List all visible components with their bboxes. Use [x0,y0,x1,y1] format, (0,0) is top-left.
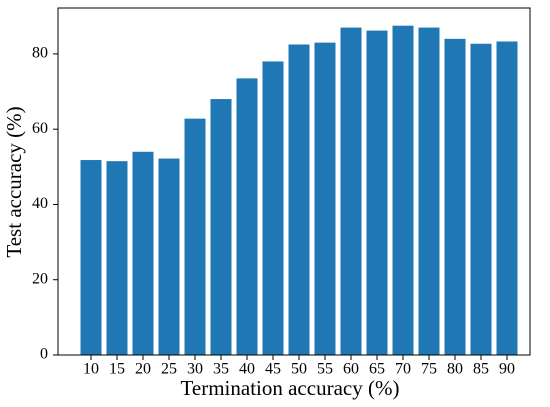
x-tick-label: 45 [265,361,281,378]
x-tick-label: 90 [499,361,515,378]
bar [210,99,232,355]
bar [106,161,128,355]
bar [340,27,362,356]
x-tick-label: 50 [291,361,307,378]
x-tick-label: 20 [135,361,151,378]
x-tick-label: 75 [421,361,437,378]
bar [236,78,258,355]
bar [132,151,154,355]
x-tick-label: 15 [109,361,125,378]
y-axis-label: Test accuracy (%) [2,106,26,257]
bar [444,38,466,355]
bar [262,61,284,356]
x-tick-label: 80 [447,361,463,378]
bar [80,160,102,355]
x-tick-label: 30 [187,361,203,378]
x-tick-label: 10 [83,361,99,378]
bar [366,30,388,355]
x-tick-label: 35 [213,361,229,378]
x-tick-label: 55 [317,361,333,378]
bar [314,42,336,356]
bar [392,25,414,355]
x-tick-label: 25 [161,361,177,378]
x-tick-label: 70 [395,361,411,378]
y-tick-label: 80 [32,45,48,62]
x-tick-label: 40 [239,361,255,378]
bar [418,27,440,356]
x-axis-label: Termination accuracy (%) [181,376,400,400]
y-tick-label: 0 [40,346,48,363]
bar [158,158,180,355]
bar [470,43,492,356]
x-tick-label: 60 [343,361,359,378]
bar [184,118,206,355]
bar [496,41,518,355]
y-tick-label: 20 [32,270,48,287]
y-tick-label: 60 [32,120,48,137]
x-tick-label: 65 [369,361,385,378]
bar [288,44,310,356]
x-tick-label: 85 [473,361,489,378]
y-tick-label: 40 [32,195,48,212]
plot-frame [57,7,531,356]
